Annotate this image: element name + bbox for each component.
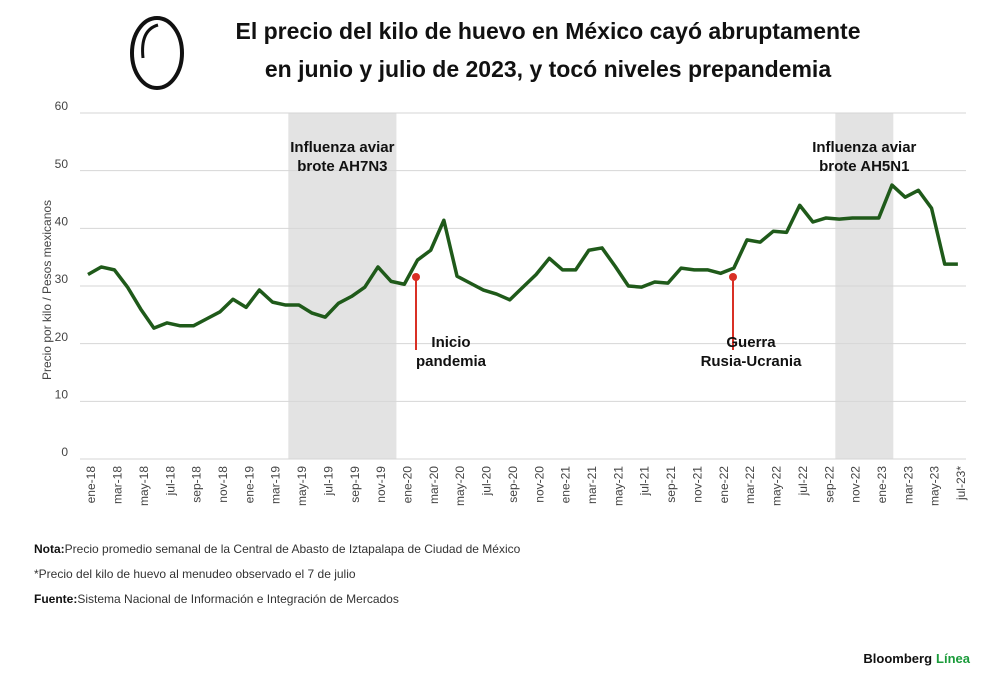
note: Fuente:Sistema Nacional de Información e… [34, 592, 399, 606]
chart-title: en junio y julio de 2023, y tocó niveles… [265, 56, 831, 82]
y-tick-label: 20 [55, 330, 69, 344]
y-tick-label: 50 [55, 157, 69, 171]
note: *Precio del kilo de huevo al menudeo obs… [34, 567, 356, 581]
x-tick-label: mar-18 [111, 466, 125, 504]
x-tick-label: sep-18 [190, 466, 204, 503]
x-tick-label: nov-21 [690, 466, 704, 503]
note: Nota:Precio promedio semanal de la Centr… [34, 542, 521, 556]
note-label: Nota: [34, 542, 65, 556]
note-label: Fuente: [34, 592, 77, 606]
x-tick-label: ene-23 [875, 466, 889, 504]
x-tick-label: jul-19 [321, 466, 335, 497]
x-tick-label: ene-21 [559, 466, 573, 504]
event-label: Guerra [726, 334, 776, 351]
brand: Bloomberg Línea [863, 651, 970, 666]
x-tick-label: nov-18 [216, 466, 230, 503]
x-tick-label: ene-20 [400, 466, 414, 504]
x-tick-label: mar-23 [901, 466, 915, 504]
x-tick-label: may-22 [770, 466, 784, 506]
x-tick-label: sep-19 [348, 466, 362, 503]
event-label: Inicio [431, 334, 470, 351]
x-tick-label: jul-23* [954, 466, 968, 501]
x-tick-label: sep-20 [506, 466, 520, 503]
x-tick-label: ene-22 [717, 466, 731, 504]
brand-name: Bloomberg [863, 651, 932, 666]
x-tick-label: nov-20 [532, 466, 546, 503]
brand-name: Línea [936, 651, 971, 666]
chart-title: El precio del kilo de huevo en México ca… [235, 18, 860, 44]
x-tick-label: sep-21 [664, 466, 678, 503]
y-axis-label: Precio por kilo / Pesos mexicanos [40, 200, 54, 380]
x-tick-label: may-18 [137, 466, 151, 506]
x-tick-label: mar-22 [743, 466, 757, 504]
x-tick-label: may-23 [928, 466, 942, 506]
band-label: Influenza aviar [812, 139, 916, 156]
x-tick-label: may-21 [611, 466, 625, 506]
event-label: pandemia [416, 353, 487, 370]
x-tick-label: mar-21 [585, 466, 599, 504]
y-tick-label: 60 [55, 99, 69, 113]
x-tick-label: sep-22 [822, 466, 836, 503]
event-dot [412, 273, 420, 281]
note-text: *Precio del kilo de huevo al menudeo obs… [34, 567, 356, 581]
x-tick-label: ene-19 [242, 466, 256, 504]
note-text: Sistema Nacional de Información e Integr… [77, 592, 399, 606]
egg-icon-shine [141, 23, 159, 59]
x-tick-label: jul-22 [796, 466, 810, 497]
event-dot [729, 273, 737, 281]
x-tick-label: nov-19 [374, 466, 388, 503]
y-tick-label: 10 [55, 388, 69, 402]
y-tick-label: 40 [55, 215, 69, 229]
note-text: Precio promedio semanal de la Central de… [65, 542, 521, 556]
x-tick-label: jul-21 [638, 466, 652, 497]
y-tick-label: 0 [61, 445, 68, 459]
x-tick-label: may-20 [453, 466, 467, 506]
y-tick-label: 30 [55, 272, 69, 286]
x-tick-label: mar-20 [427, 466, 441, 504]
egg-icon [130, 16, 184, 90]
event-label: Rusia-Ucrania [701, 353, 803, 370]
x-tick-label: may-19 [295, 466, 309, 506]
x-tick-label: nov-22 [849, 466, 863, 503]
band-label: brote AH5N1 [819, 158, 909, 175]
x-tick-label: ene-18 [84, 466, 98, 504]
data-line [87, 183, 958, 330]
x-tick-label: jul-20 [480, 466, 494, 497]
x-tick-label: mar-19 [269, 466, 283, 504]
band-label: brote AH7N3 [297, 158, 387, 175]
band-label: Influenza aviar [290, 139, 394, 156]
x-tick-label: jul-18 [163, 466, 177, 497]
